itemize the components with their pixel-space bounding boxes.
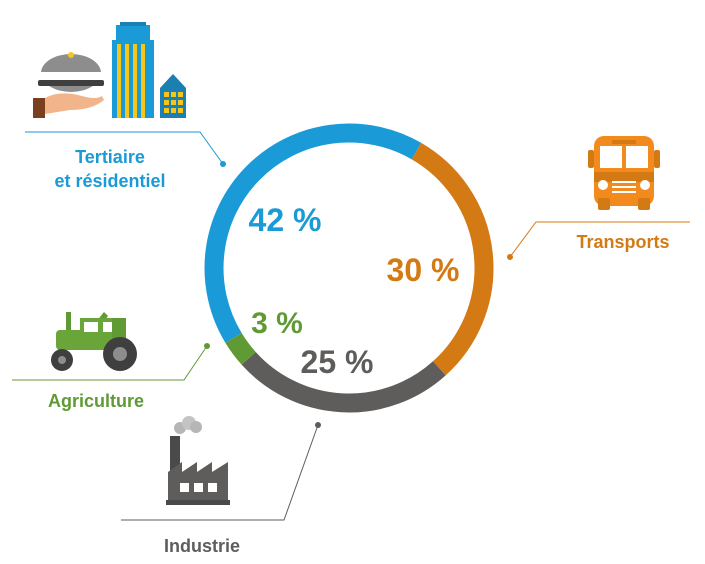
category-label-transports: Transports: [576, 232, 669, 252]
factory-icon: [166, 416, 230, 505]
value-label-industrie: 25 %: [301, 344, 374, 380]
slice-industrie: [241, 351, 446, 413]
slice-transports: [411, 142, 494, 376]
value-label-tertiaire: 42 %: [249, 202, 322, 238]
category-label-industrie: Industrie: [164, 536, 240, 556]
leader-line-tertiaire: [25, 131, 226, 167]
category-label-tertiaire-line2: et résidentiel: [54, 171, 165, 191]
leader-line-industrie: [121, 422, 321, 521]
tractor-icon: [51, 312, 137, 371]
category-label-tertiaire: Tertiaire: [75, 147, 145, 167]
leader-line-agriculture: [12, 343, 210, 381]
category-label-agriculture: Agriculture: [48, 391, 144, 411]
bus-icon: [588, 136, 660, 210]
leader-line-transports: [507, 221, 690, 260]
slice-agriculture: [225, 332, 256, 365]
donut-ring: [204, 123, 494, 413]
value-label-agriculture: 3 %: [251, 307, 303, 340]
slice-tertiaire: [204, 123, 422, 343]
building-icon: [33, 22, 186, 118]
value-label-transports: 30 %: [387, 252, 460, 288]
